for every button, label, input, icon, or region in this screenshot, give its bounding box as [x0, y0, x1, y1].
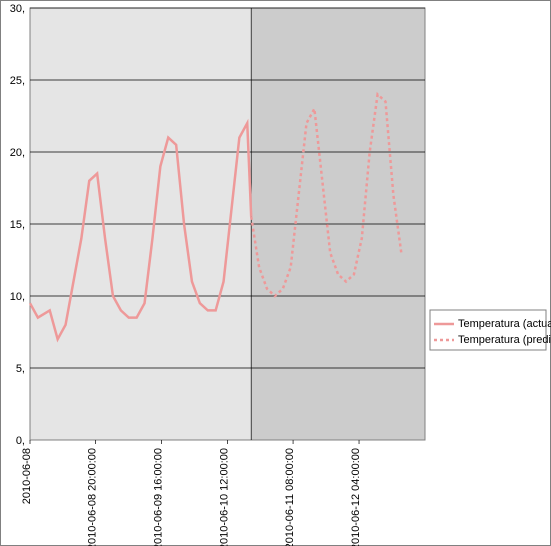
y-axis-label: 25, — [10, 75, 25, 87]
y-axis-label: 5, — [16, 363, 25, 375]
y-axis-label: 15, — [10, 219, 25, 231]
x-axis-label: 2010-06-10 12:00:00 — [219, 448, 231, 546]
x-axis-label: 2010-06-11 08:00:00 — [284, 448, 296, 546]
x-axis-label: 2010-06-09 16:00:00 — [153, 448, 165, 546]
legend-label: Temperatura (actual) — [458, 318, 551, 330]
y-axis-label: 20, — [10, 147, 25, 159]
x-axis-label: 2010-06-12 04:00:00 — [350, 448, 362, 546]
x-axis-label: 2010-06-08 — [21, 448, 33, 504]
y-axis-label: 30, — [10, 3, 25, 15]
x-axis-label: 2010-06-08 20:00:00 — [87, 448, 99, 546]
legend-label: Temperatura (predicted) — [458, 334, 551, 346]
line-chart: 0, 5, 10, 15, 20, 25, 30, 2010-06-08 2010-06-08 … — [0, 0, 551, 546]
y-axis-label: 10, — [10, 291, 25, 303]
y-axis-label: 0, — [16, 435, 25, 447]
chart-container: 0, 5, 10, 15, 20, 25, 30, 2010-06-08 2010-06-08 … — [0, 0, 551, 546]
